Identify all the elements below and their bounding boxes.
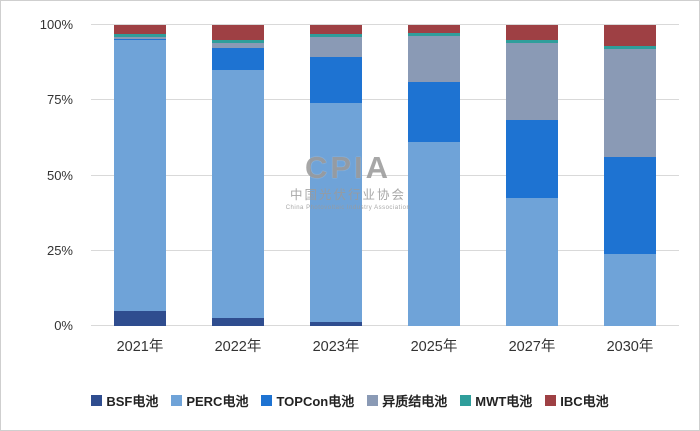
- legend-item-TOPCon电池: TOPCon电池: [261, 391, 354, 410]
- legend-swatch: [91, 395, 103, 406]
- gridline-50: [91, 174, 679, 176]
- bar-segment-异质结电池: [114, 37, 166, 39]
- plot-area: [91, 24, 679, 326]
- bar-segment-异质结电池: [310, 37, 362, 57]
- legend-swatch: [460, 395, 472, 406]
- bar-segment-MWT电池: [310, 34, 362, 38]
- legend-item-异质结电池: 异质结电池: [367, 391, 447, 410]
- bar-column-2027年: [483, 25, 581, 326]
- bar-segment-IBC电池: [212, 25, 264, 41]
- bar-segment-PERC电池: [310, 103, 362, 322]
- legend-swatch: [261, 395, 273, 406]
- legend: BSF电池 PERC电池 TOPCon电池 异质结电池 MWT电池 IBC电池: [1, 391, 699, 410]
- bars-layer: [91, 25, 679, 326]
- bar-segment-TOPCon电池: [310, 56, 362, 104]
- bar-column-2023年: [287, 25, 385, 326]
- legend-item-MWT电池: MWT电池: [460, 391, 532, 410]
- y-tick-label: 100%: [39, 17, 73, 32]
- gridline-75: [91, 99, 679, 101]
- bar-segment-IBC电池: [506, 25, 558, 41]
- x-tick-label: 2022年: [214, 339, 262, 355]
- legend-label: 异质结电池: [382, 394, 448, 409]
- legend-swatch: [171, 395, 183, 406]
- bar-segment-BSF电池: [114, 310, 166, 326]
- bar-segment-MWT电池: [212, 40, 264, 44]
- stacked-bar: [506, 25, 558, 326]
- legend-label: MWT电池: [475, 394, 533, 409]
- bar-segment-BSF电池: [310, 321, 362, 326]
- bar-segment-TOPCon电池: [408, 82, 460, 143]
- x-tick-label: 2027年: [508, 339, 556, 355]
- bar-segment-MWT电池: [114, 34, 166, 38]
- legend-swatch: [545, 395, 557, 406]
- bar-segment-IBC电池: [604, 25, 656, 47]
- bar-segment-异质结电池: [506, 43, 558, 120]
- y-tick-label: 50%: [46, 167, 73, 183]
- bar-segment-IBC电池: [310, 25, 362, 35]
- stacked-bar: [114, 25, 166, 326]
- bar-segment-PERC电池: [408, 142, 460, 326]
- x-tick-label: 2025年: [410, 339, 458, 355]
- bar-segment-TOPCon电池: [506, 119, 558, 199]
- bar-segment-异质结电池: [604, 49, 656, 158]
- stacked-bar: [408, 25, 460, 326]
- bar-segment-MWT电池: [408, 32, 460, 36]
- y-tick-label: 25%: [46, 242, 73, 258]
- bar-segment-TOPCon电池: [212, 47, 264, 71]
- legend-label: PERC电池: [186, 394, 249, 409]
- bar-column-2025年: [385, 25, 483, 326]
- legend-swatch: [367, 395, 379, 406]
- x-axis: 2021年 2022年 2023年 2025年 2027年 2030年: [91, 335, 679, 356]
- x-tick-label: 2023年: [312, 339, 360, 355]
- bar-segment-TOPCon电池: [114, 38, 166, 41]
- bar-column-2022年: [189, 25, 287, 326]
- y-axis: 0% 25% 50% 75% 100%: [1, 17, 83, 333]
- legend-label: TOPCon电池: [276, 394, 355, 409]
- bar-segment-BSF电池: [212, 318, 264, 326]
- legend-label: BSF电池: [106, 394, 159, 409]
- legend-item-IBC电池: IBC电池: [545, 391, 609, 410]
- bar-segment-IBC电池: [114, 25, 166, 35]
- y-tick-label: 75%: [46, 92, 73, 108]
- legend-item-PERC电池: PERC电池: [171, 391, 248, 410]
- bar-column-2030年: [581, 25, 679, 326]
- bar-segment-PERC电池: [506, 198, 558, 326]
- bar-column-2021年: [91, 25, 189, 326]
- gridline-25: [91, 249, 679, 251]
- bar-segment-PERC电池: [604, 253, 656, 326]
- bar-segment-MWT电池: [506, 40, 558, 44]
- legend-item-BSF电池: BSF电池: [91, 391, 158, 410]
- bar-segment-异质结电池: [212, 43, 264, 48]
- stacked-bar: [310, 25, 362, 326]
- x-tick-label: 2030年: [606, 339, 654, 355]
- bar-segment-PERC电池: [212, 70, 264, 319]
- stacked-bar: [212, 25, 264, 326]
- x-tick-label: 2021年: [116, 339, 164, 355]
- bar-segment-PERC电池: [114, 40, 166, 311]
- y-tick-label: 0%: [54, 318, 73, 333]
- bar-segment-TOPCon电池: [604, 157, 656, 254]
- gridline-100: [91, 24, 679, 25]
- gridline-0: [91, 325, 679, 326]
- bar-segment-异质结电池: [408, 35, 460, 83]
- legend-label: IBC电池: [560, 394, 609, 409]
- stacked-bar: [604, 25, 656, 326]
- bar-segment-IBC电池: [408, 25, 460, 33]
- bar-segment-MWT电池: [604, 46, 656, 50]
